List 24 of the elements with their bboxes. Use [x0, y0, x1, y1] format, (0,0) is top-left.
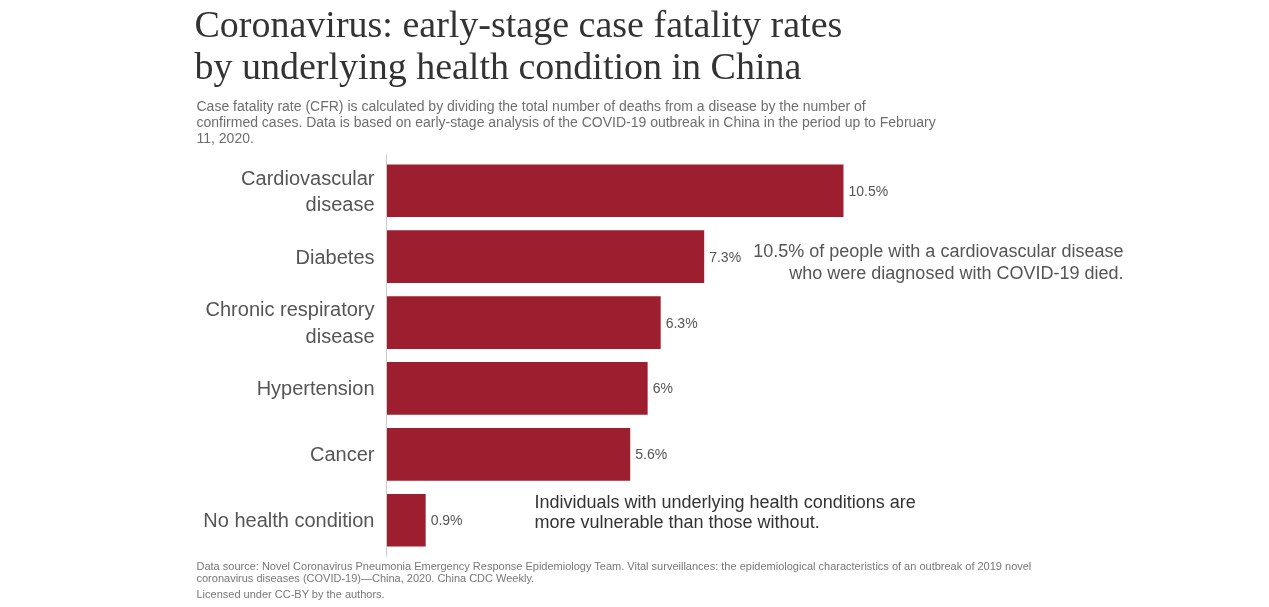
- data-label: 6%: [652, 380, 673, 397]
- annotation: Individuals with underlying health conditions are more vulnerable than those without.: [534, 492, 916, 533]
- data-label: 6.3%: [665, 314, 698, 331]
- data-label: 10.5%: [848, 182, 889, 199]
- bar: [386, 362, 648, 415]
- chart-subtitle: Case fatality rate (CFR) is calculated by dividing the total number of deaths from a disease by the number of confirmed cases. Data is based on early-stage analysis of the COVID-19 outbreak in China in the period up to February 11, 2020.: [196, 97, 936, 146]
- y-tick-label: Hypertension: [256, 377, 375, 400]
- y-tick-label: Cancer: [310, 443, 375, 466]
- data-label: 0.9%: [430, 512, 463, 529]
- text: Licensed under CC-BY by the authors.: [196, 587, 385, 600]
- source-note: Data source: Novel Coronavirus Pneumonia Emergency Response Epidemiology Team. Vital surveillances: the epidemiological characteristics of an outbreak of 2019 novel coronavirus diseases (COVID-19)—China, 2020. China CDC Weekly.: [196, 559, 1032, 584]
- annotation: 10.5% of people with a cardiovascular disease who were diagnosed with COVID-19 died.: [753, 240, 1124, 283]
- data-label: 5.6%: [635, 446, 668, 463]
- y-tick-label: Cardiovascular disease: [241, 166, 375, 215]
- y-tick-label: Chronic respiratory disease: [205, 298, 375, 347]
- chart-title: Coronavirus: early-stage case fatality rates by underlying health condition in China: [194, 2, 843, 87]
- bar: [386, 296, 661, 349]
- data-label: 7.3%: [709, 248, 742, 265]
- y-tick-label: No health condition: [203, 509, 375, 532]
- bar: [386, 230, 705, 284]
- bar: [386, 164, 844, 218]
- bar: [386, 427, 631, 481]
- y-tick-label: Diabetes: [295, 245, 375, 268]
- bar: [386, 493, 426, 547]
